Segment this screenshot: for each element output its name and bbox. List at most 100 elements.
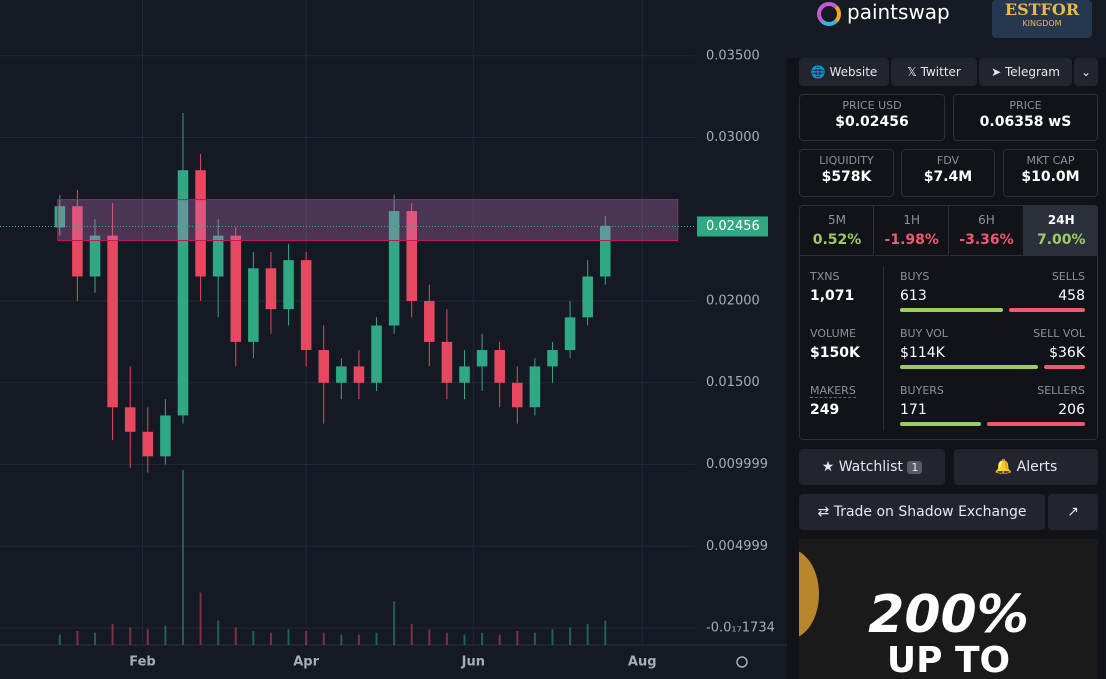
link-label: Telegram xyxy=(1004,65,1060,79)
volume-bar xyxy=(393,601,396,645)
candle-body xyxy=(265,268,277,310)
label: BUY VOL xyxy=(900,327,948,340)
y-tick-label: 0.02000 xyxy=(706,294,760,309)
volume-bar xyxy=(463,634,466,645)
mkt-cap-card: MKT CAP $10.0M xyxy=(1003,149,1098,197)
candle-body xyxy=(54,206,66,228)
volume-bar xyxy=(234,627,237,645)
price-tag-label: 0.02456 xyxy=(706,219,760,234)
divider xyxy=(883,266,884,431)
volume-bar xyxy=(164,625,167,645)
banner: paintswap ESTFOR KINGDOM xyxy=(787,0,1106,58)
trade-button[interactable]: ⇄ Trade on Shadow Exchange xyxy=(799,494,1045,530)
watchlist-button[interactable]: ★ Watchlist 1 xyxy=(799,449,945,485)
tab-label: 1H xyxy=(903,213,921,227)
label: Trade on Shadow Exchange xyxy=(833,504,1027,520)
x-tick-label: Aug xyxy=(628,655,657,670)
telegram-link[interactable]: ➤ Telegram xyxy=(979,58,1072,86)
volume-bar xyxy=(111,624,114,645)
tab-change: -1.98% xyxy=(884,232,939,248)
value: 249 xyxy=(810,402,840,418)
x-tick-label: Feb xyxy=(129,655,155,670)
volume-bar xyxy=(445,632,448,645)
candle-body xyxy=(512,382,523,408)
ad-banner[interactable]: 200% UP TO xyxy=(799,539,1098,679)
twitter-link[interactable]: 𝕏 Twitter xyxy=(891,58,977,86)
label: SELL VOL xyxy=(1033,327,1085,340)
candle-body xyxy=(283,260,294,310)
value: 206 xyxy=(1058,402,1085,418)
link-label: Twitter xyxy=(920,65,961,79)
tab-change: 7.00% xyxy=(1036,232,1086,248)
candle-body xyxy=(424,301,435,342)
value: $114K xyxy=(900,345,945,361)
candle-body xyxy=(230,235,242,342)
alerts-button[interactable]: 🔔 Alerts xyxy=(954,449,1098,485)
candle-body xyxy=(582,276,593,318)
volume-bar xyxy=(533,632,536,645)
volume-bar xyxy=(586,624,589,645)
y-tick-label: 0.03000 xyxy=(706,130,760,145)
ad-subline: UP TO xyxy=(886,640,1011,679)
tab-label: 5M xyxy=(828,213,846,227)
volume-bar xyxy=(340,634,343,645)
more-links[interactable]: ⌄ xyxy=(1074,58,1098,86)
banner-badge: ESTFOR KINGDOM xyxy=(992,0,1092,38)
side-panel: paintswap ESTFOR KINGDOM 🌐 Website 𝕏 Twi… xyxy=(787,0,1106,679)
volume-bar xyxy=(217,620,220,645)
label: LIQUIDITY xyxy=(819,154,874,167)
volume-bar xyxy=(94,632,97,645)
volume-bar xyxy=(604,620,607,645)
candle-body xyxy=(388,211,400,326)
timeframe-tab[interactable] xyxy=(874,206,949,256)
volume-bar xyxy=(481,632,484,645)
external-link[interactable]: ↗ xyxy=(1048,494,1098,530)
label: MKT CAP xyxy=(1026,154,1075,167)
label: Watchlist xyxy=(838,459,903,475)
candle-body xyxy=(441,341,453,383)
liquidity-card: LIQUIDITY $578K xyxy=(799,149,894,197)
label: VOLUME xyxy=(810,327,857,340)
candle-body xyxy=(248,268,259,342)
label: TXNS xyxy=(810,270,840,283)
ad-headline: 200% xyxy=(868,585,1029,645)
volume-bar xyxy=(498,634,501,645)
candle-body xyxy=(72,206,83,277)
candle-body xyxy=(336,366,347,383)
value: 0.06358 wS xyxy=(979,114,1072,130)
candle-body xyxy=(371,325,382,383)
volume-bar xyxy=(305,631,308,645)
label: FDV xyxy=(936,154,960,167)
volume-bar xyxy=(357,634,360,645)
candle-body xyxy=(89,235,101,277)
volume-bar xyxy=(58,634,61,645)
label: BUYERS xyxy=(900,384,944,397)
volume-bar xyxy=(76,631,79,645)
volume-bar xyxy=(287,629,290,645)
volume-bar xyxy=(322,632,325,645)
volume-bar xyxy=(146,629,149,645)
logo xyxy=(817,2,841,26)
label: SELLS xyxy=(1051,270,1085,283)
candle-body xyxy=(195,170,206,277)
tab-change: -3.36% xyxy=(959,232,1014,248)
timeframe-tab[interactable] xyxy=(1024,206,1099,256)
candle-body xyxy=(406,211,417,301)
website-link[interactable]: 🌐 Website xyxy=(799,58,889,86)
y-tick-label: 0.03500 xyxy=(706,48,760,63)
badge: 1 xyxy=(907,460,923,474)
timeframe-tab[interactable] xyxy=(800,206,874,256)
candle-body xyxy=(177,170,189,416)
value: 613 xyxy=(900,288,927,304)
y-tick-label: 0.01500 xyxy=(706,375,760,390)
price-tag xyxy=(697,216,768,237)
volume-bar xyxy=(252,631,255,645)
volume-bar xyxy=(551,629,554,645)
candle-body xyxy=(459,366,470,383)
timeframe-tab[interactable] xyxy=(949,206,1024,256)
candle-body xyxy=(494,350,505,383)
value: $0.02456 xyxy=(835,114,909,130)
volume-bar xyxy=(129,627,132,645)
y-tick-label: 0.009999 xyxy=(706,457,768,472)
